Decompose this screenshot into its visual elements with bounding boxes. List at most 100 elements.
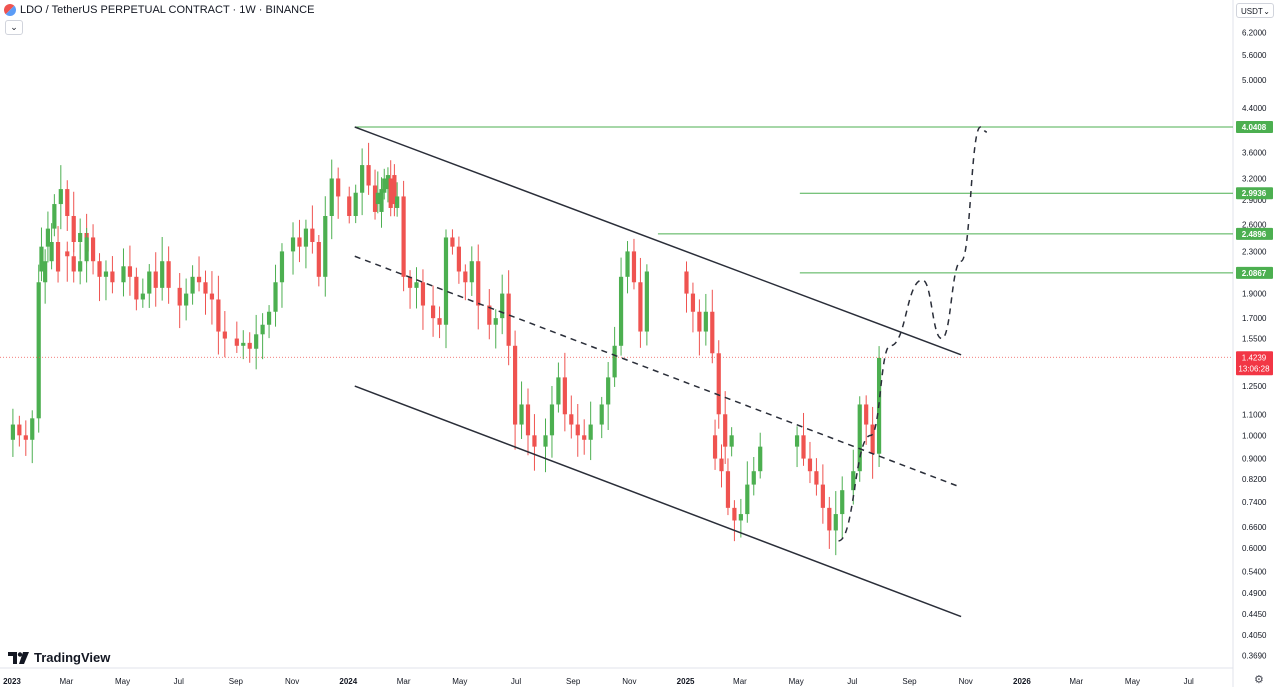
y-tick-label: 0.6600 <box>1242 523 1267 532</box>
candle-body <box>463 271 468 283</box>
candle-body <box>297 237 302 247</box>
candle-body <box>575 424 580 436</box>
candle-body <box>216 299 221 332</box>
currency-unit-selector[interactable]: USDT ⌄ <box>1236 3 1274 18</box>
candle-body <box>712 435 718 459</box>
candle-body <box>222 331 227 339</box>
x-tick-label: 2023 <box>3 677 21 686</box>
y-tick-label: 0.4900 <box>1242 589 1267 598</box>
candle-body <box>840 490 845 515</box>
x-tick-label: Mar <box>733 677 747 686</box>
y-tick-label: 0.5400 <box>1242 567 1267 576</box>
candle-body <box>110 271 115 283</box>
candle-body <box>807 458 813 472</box>
current-price-label: 1.4239 <box>1242 353 1267 362</box>
candle-body <box>279 251 285 283</box>
candle-body <box>121 266 126 283</box>
candle-body <box>414 282 419 288</box>
candle-body <box>723 414 728 447</box>
candle-body <box>625 251 630 277</box>
candle-body <box>732 507 737 521</box>
candle-body <box>310 228 315 243</box>
candle-body <box>857 404 862 472</box>
candle-body <box>65 189 70 216</box>
candle-body <box>618 276 624 346</box>
y-tick-label: 3.6000 <box>1242 148 1267 157</box>
candle-body <box>392 175 397 205</box>
x-tick-label: Nov <box>622 677 636 686</box>
tradingview-logo-icon <box>8 651 29 664</box>
candle-body <box>316 242 321 277</box>
candle-body <box>147 271 152 294</box>
chevron-down-icon: ⌄ <box>1263 7 1270 16</box>
symbol-logo-icon <box>4 4 16 16</box>
level-label-bg <box>1236 266 1273 279</box>
candle-body <box>71 256 76 272</box>
candle-body <box>372 185 378 212</box>
candle-body <box>247 342 252 349</box>
candle-body <box>487 305 492 325</box>
x-tick-label: Jul <box>511 677 521 686</box>
candle-body <box>751 471 756 485</box>
candle-body <box>758 446 763 472</box>
candle-body <box>851 471 856 491</box>
candle-body <box>353 192 358 216</box>
candle-body <box>690 293 696 312</box>
candle-body <box>382 178 387 193</box>
candle-body <box>420 282 426 306</box>
x-tick-label: Mar <box>397 677 411 686</box>
candle-body <box>78 232 83 243</box>
candle-body <box>870 424 875 454</box>
channel-middle-line <box>354 255 962 489</box>
candle-body <box>725 471 731 508</box>
candle-body <box>254 334 259 349</box>
candle-body <box>36 282 41 419</box>
candle-body <box>697 311 702 332</box>
level-label: 2.9936 <box>1242 189 1267 198</box>
candle-body <box>329 178 334 216</box>
candle-body <box>45 228 51 247</box>
y-tick-label: 1.2500 <box>1242 382 1267 391</box>
candle-body <box>49 242 54 262</box>
tradingview-logo[interactable]: TradingView <box>8 650 110 665</box>
x-tick-label: May <box>115 677 130 686</box>
candle-body <box>184 293 189 306</box>
candle-body <box>395 196 400 208</box>
candle-body <box>864 404 869 425</box>
candle-body <box>160 261 165 288</box>
y-tick-label: 5.6000 <box>1242 51 1267 60</box>
candle-body <box>801 435 806 459</box>
candle-body <box>347 196 352 216</box>
candle-body <box>562 377 567 415</box>
candle-body <box>493 318 498 325</box>
y-tick-label: 6.2000 <box>1242 28 1267 37</box>
x-tick-label: Mar <box>1069 677 1083 686</box>
candle-body <box>234 338 239 346</box>
candle-body <box>684 271 689 294</box>
candle-body <box>266 311 272 325</box>
candle-body <box>569 414 574 425</box>
candle-body <box>58 189 63 205</box>
candle-body <box>450 237 455 247</box>
candle-body <box>814 471 819 485</box>
candle-body <box>273 282 278 312</box>
y-tick-label: 1.1000 <box>1242 410 1267 419</box>
candle-body <box>794 435 800 447</box>
y-tick-label: 1.7000 <box>1242 314 1267 323</box>
candle-body <box>532 435 537 447</box>
settings-gear-icon[interactable]: ⚙ <box>1254 674 1264 686</box>
collapse-chevron-icon[interactable]: ⌄ <box>5 20 23 35</box>
candle-body <box>55 242 61 272</box>
candle-body <box>385 175 391 190</box>
projection-path <box>838 126 988 542</box>
x-tick-label: Jul <box>1184 677 1194 686</box>
candle-body <box>260 324 265 335</box>
candle-body <box>241 342 246 346</box>
candle-body <box>500 293 505 319</box>
candle-body <box>366 165 371 186</box>
channel-lower-line <box>354 385 962 618</box>
symbol-title[interactable]: LDO / TetherUS PERPETUAL CONTRACT · 1W ·… <box>20 4 315 16</box>
y-tick-label: 2.3000 <box>1242 247 1267 256</box>
level-label-bg <box>1236 227 1273 240</box>
